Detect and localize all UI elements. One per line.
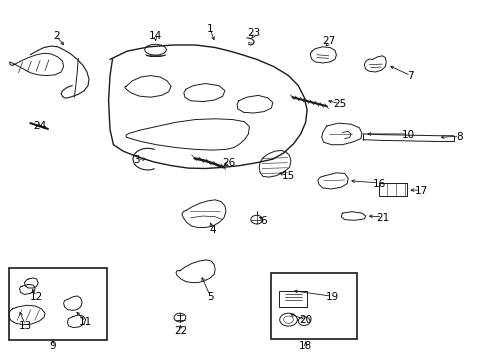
Text: 1: 1 — [206, 24, 213, 34]
Text: 14: 14 — [148, 31, 162, 41]
Text: 22: 22 — [174, 326, 187, 336]
Text: 15: 15 — [281, 171, 295, 181]
Bar — [271, 273, 356, 339]
Text: 18: 18 — [298, 341, 312, 351]
Text: 17: 17 — [414, 186, 427, 196]
Text: 9: 9 — [49, 341, 56, 351]
Text: 13: 13 — [19, 321, 32, 331]
Text: 2: 2 — [53, 31, 60, 41]
Text: 24: 24 — [33, 121, 47, 131]
Bar — [9, 268, 106, 340]
Text: 5: 5 — [206, 292, 213, 302]
Text: 12: 12 — [30, 292, 43, 302]
Text: 7: 7 — [407, 71, 413, 81]
Bar — [278, 291, 306, 307]
Text: 21: 21 — [375, 213, 388, 223]
Bar — [378, 183, 407, 196]
Text: 11: 11 — [79, 317, 92, 327]
Text: 23: 23 — [247, 28, 261, 38]
Text: 3: 3 — [133, 155, 140, 165]
Text: 20: 20 — [299, 315, 311, 325]
Text: 4: 4 — [209, 225, 216, 235]
Text: 26: 26 — [222, 158, 235, 168]
Text: 16: 16 — [371, 179, 385, 189]
Text: 6: 6 — [260, 216, 267, 226]
Text: 27: 27 — [321, 36, 335, 46]
Text: 10: 10 — [401, 130, 414, 140]
Text: 19: 19 — [325, 292, 339, 302]
Text: 25: 25 — [332, 99, 346, 109]
Text: 8: 8 — [455, 132, 462, 142]
